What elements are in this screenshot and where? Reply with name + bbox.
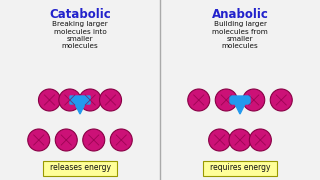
Circle shape	[59, 89, 81, 111]
Text: Catabolic: Catabolic	[49, 8, 111, 21]
FancyBboxPatch shape	[43, 161, 117, 176]
Text: releases energy: releases energy	[50, 163, 110, 172]
Circle shape	[38, 89, 60, 111]
Circle shape	[28, 129, 50, 151]
Circle shape	[110, 129, 132, 151]
Circle shape	[83, 129, 105, 151]
Text: Breaking larger
molecules into
smaller
molecules: Breaking larger molecules into smaller m…	[52, 21, 108, 50]
Circle shape	[229, 129, 251, 151]
Circle shape	[215, 89, 237, 111]
Text: requires energy: requires energy	[210, 163, 270, 172]
Circle shape	[209, 129, 231, 151]
Circle shape	[243, 89, 265, 111]
Text: Building larger
molecules from
smaller
molecules: Building larger molecules from smaller m…	[212, 21, 268, 50]
Circle shape	[188, 89, 210, 111]
Circle shape	[55, 129, 77, 151]
Polygon shape	[230, 96, 250, 114]
Polygon shape	[70, 96, 90, 114]
Circle shape	[79, 89, 101, 111]
FancyBboxPatch shape	[203, 161, 277, 176]
Text: Anabolic: Anabolic	[212, 8, 268, 21]
Circle shape	[100, 89, 122, 111]
Circle shape	[249, 129, 271, 151]
Circle shape	[270, 89, 292, 111]
